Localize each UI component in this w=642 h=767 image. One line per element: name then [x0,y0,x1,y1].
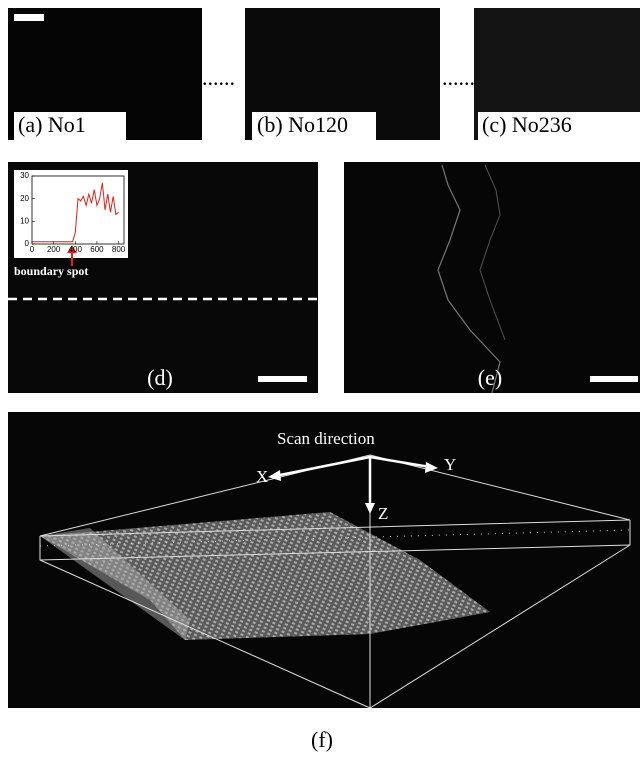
panel-label: (a) No1 [18,112,86,137]
ellipsis: ...... [442,65,475,90]
annotation: boundary spot [14,264,88,278]
figure: (a) No1 ...... (b) No120 ...... (c) No23… [0,0,642,767]
axis-label: Y [444,455,456,474]
panel-label: (e) [478,365,502,390]
scale-bar [258,376,307,382]
y-tick-label: 10 [20,216,29,225]
axis-label: Z [378,504,388,523]
x-tick-label: 200 [47,245,61,254]
scale-bar [590,376,638,382]
panel-label: (d) [147,365,173,390]
scale-bar [14,14,44,21]
y-tick-label: 30 [20,171,29,180]
scan-title: Scan direction [277,429,375,448]
axis-label: X [256,467,268,486]
panel-e [344,162,640,393]
x-tick-label: 800 [112,245,126,254]
panel-label: (c) No236 [482,112,572,137]
x-tick-label: 600 [90,245,104,254]
caption: (f) [311,727,333,752]
x-tick-label: 400 [69,245,83,254]
ellipsis: ...... [202,65,235,90]
panel-label: (b) No120 [257,112,348,137]
y-tick-label: 20 [20,194,29,203]
x-tick-label: 0 [30,245,35,254]
